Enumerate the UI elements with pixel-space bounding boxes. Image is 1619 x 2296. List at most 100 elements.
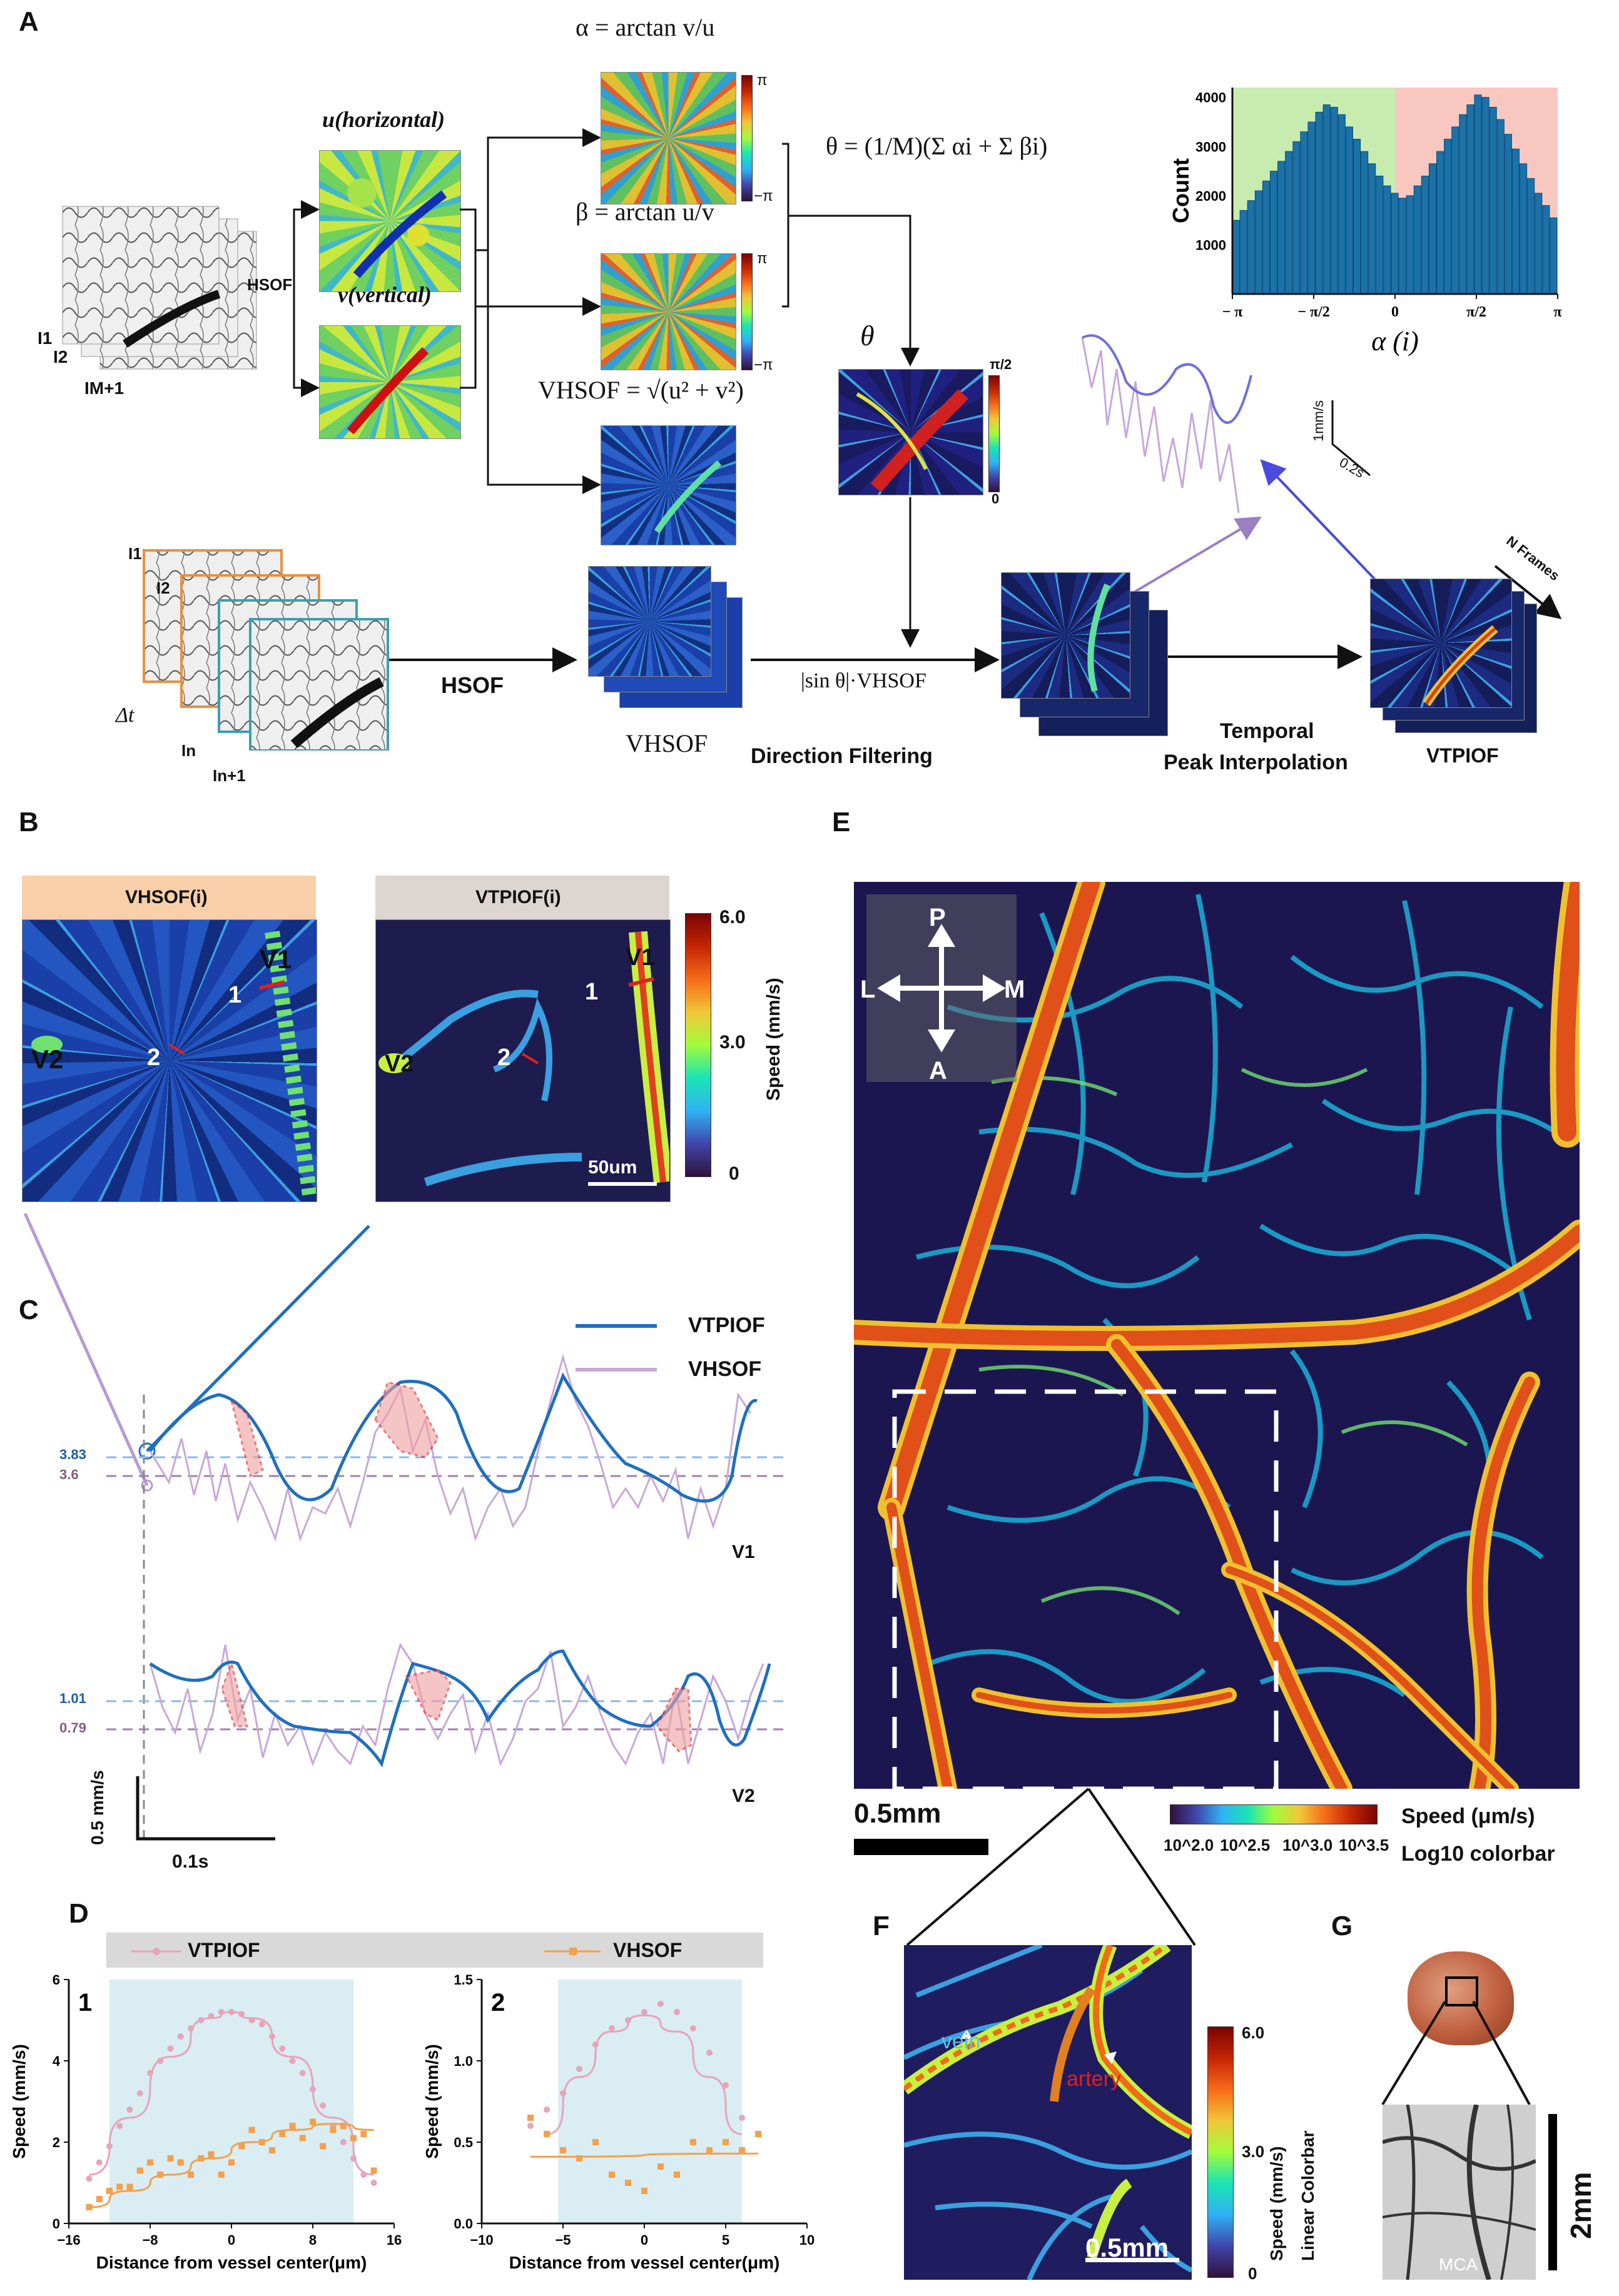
- alpha-colorbar: [741, 75, 753, 201]
- data-point-vhsof: [755, 2131, 761, 2137]
- panel-b-cb-label: Speed (mm/s): [763, 978, 784, 1101]
- panel-f-cb-sub: Linear Colorbar: [1298, 2130, 1317, 2261]
- x-tick-label: 0: [228, 2232, 235, 2248]
- panel-b-cb-max: 6.0: [719, 907, 746, 928]
- v2-label-b-left: V2: [31, 1044, 64, 1074]
- hist-bar: [1376, 175, 1384, 295]
- theta-colorbar: [988, 375, 1000, 492]
- data-point-vhsof: [576, 2155, 582, 2162]
- filtered-vessel: [1087, 584, 1110, 692]
- frame-label-bottom-i1: I1: [128, 544, 142, 563]
- panel-e-cb-sub: Log10 colorbar: [1401, 1842, 1555, 1866]
- panel-letter-a: A: [19, 6, 39, 37]
- data-point-vhsof: [258, 2139, 265, 2145]
- data-point-vhsof: [106, 2188, 113, 2194]
- hist-bar: [1277, 161, 1286, 295]
- data-point-vhsof: [544, 2131, 550, 2137]
- hist-bar: [1474, 94, 1482, 295]
- data-point-vtpiof: [177, 2033, 184, 2040]
- orient-l: L: [860, 976, 876, 1003]
- hist-bar: [1542, 205, 1550, 295]
- sin-theta-label: |sin θ|·VHSOF: [801, 669, 926, 692]
- hist-bar: [1337, 114, 1346, 295]
- data-point-vhsof: [592, 2139, 599, 2145]
- data-point-vhsof: [360, 2131, 367, 2137]
- data-point-vtpiof: [350, 2155, 357, 2162]
- data-point-vhsof: [188, 2172, 194, 2178]
- data-point-vtpiof: [96, 2159, 103, 2166]
- data-point-vhsof: [527, 2115, 534, 2121]
- data-point-vtpiof: [228, 2009, 235, 2015]
- input-frame-stack-bottom: [143, 549, 389, 751]
- x-axis-label: Distance from vessel center(μm): [509, 2253, 780, 2272]
- data-point-vtpiof: [641, 2009, 647, 2015]
- panel-b-cb-mid: 3.0: [719, 1032, 746, 1053]
- y-tick-label: 1.5: [454, 1972, 473, 1988]
- vhsof-map: [601, 425, 736, 545]
- x-tick-label: −8: [142, 2232, 158, 2248]
- data-point-vhsof: [739, 2147, 745, 2153]
- data-point-vhsof: [690, 2139, 696, 2145]
- alpha-cb-pi: π: [757, 72, 768, 89]
- beta-equation: β = arctan u/v: [576, 198, 714, 226]
- direction-filtering-label: Direction Filtering: [751, 744, 933, 768]
- orient-a: A: [929, 1057, 947, 1085]
- frame-label-im1: IM+1: [84, 378, 124, 398]
- artery-label: artery: [1067, 2067, 1121, 2091]
- g-grayscale-image: [1383, 2105, 1536, 2280]
- g-grayscale-vessels: [1383, 2105, 1536, 2280]
- panel-e-map: [854, 882, 1580, 1789]
- panel-f-cb-max: 6.0: [1242, 2023, 1265, 2042]
- vtpiof-i-vessels: [378, 931, 669, 1186]
- data-point-vtpiof: [198, 2017, 205, 2023]
- x-tick-label: 0: [641, 2232, 648, 2248]
- hist-bar: [1368, 163, 1376, 295]
- hist-bar: [1436, 151, 1444, 295]
- vhsof-stack-label: VHSOF: [626, 729, 708, 757]
- panel-e-colorbar: [1170, 1804, 1378, 1824]
- beta-colorbar: [741, 253, 753, 370]
- data-point-vtpiof: [560, 2090, 566, 2096]
- data-point-vhsof: [330, 2127, 337, 2133]
- d-legend-hsof: VHSOF: [613, 1939, 683, 1961]
- hist-bar: [1285, 151, 1293, 295]
- hist-x-tick: − π: [1222, 304, 1243, 320]
- data-point-vtpiof: [690, 2025, 696, 2031]
- panel-b-cb-min: 0: [729, 1163, 739, 1184]
- data-point-vhsof: [350, 2135, 357, 2142]
- panel-letter-f: F: [873, 1911, 890, 1941]
- vessel-region-shade: [109, 1980, 353, 2223]
- hist-x-tick: − π/2: [1297, 304, 1330, 320]
- panel-letter-e: E: [832, 807, 851, 837]
- input-frame-stack-top: [62, 206, 257, 370]
- panel-b-right-title: VTPIOF(i): [475, 887, 561, 908]
- panel-e-scalebar-label: 0.5mm: [854, 1798, 941, 1829]
- data-point-vtpiof: [706, 2050, 713, 2056]
- data-point-vhsof: [320, 2143, 327, 2150]
- c-scale-time: 0.1s: [172, 1851, 209, 1872]
- alpha-histogram: 1000 2000 3000 4000 − π − π/2 0 π/2 π Count α (i): [1168, 88, 1562, 357]
- frame-label-bottom-i2: I2: [156, 579, 170, 597]
- data-point-vtpiof: [106, 2143, 113, 2150]
- hist-bar: [1345, 126, 1353, 295]
- data-point-vhsof: [177, 2159, 184, 2166]
- data-point-vhsof: [723, 2139, 729, 2145]
- vessel-region-shade: [558, 1980, 742, 2223]
- hist-y-tick: 1000: [1195, 237, 1226, 253]
- temporal-label-2: Peak Interpolation: [1164, 751, 1348, 774]
- hist-x-label: α (i): [1371, 326, 1419, 357]
- data-point-vhsof: [157, 2172, 164, 2178]
- fit-line-vtpiof: [546, 2014, 743, 2135]
- g-scalebar: [1548, 2114, 1557, 2270]
- data-point-vhsof: [657, 2163, 664, 2170]
- panel-f-vessels: [904, 1945, 1192, 2280]
- hist-x-tick: 0: [1391, 304, 1399, 320]
- data-point-vhsof: [228, 2159, 235, 2166]
- v-label: v(vertical): [338, 282, 432, 307]
- panel-a-scale-speed: 1mm/s: [1311, 400, 1326, 442]
- data-point-vtpiof: [544, 2106, 550, 2113]
- data-point-vtpiof: [360, 2172, 367, 2178]
- frame-label-i1: I1: [38, 328, 53, 348]
- data-point-vtpiof: [299, 2070, 306, 2076]
- hist-y-tick: 4000: [1195, 90, 1226, 106]
